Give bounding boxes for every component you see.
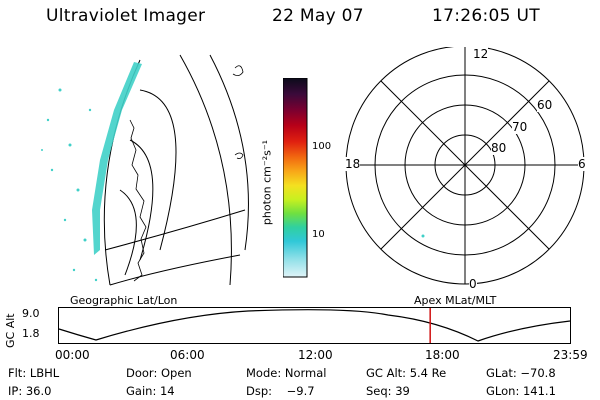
timeline-axis-name: GC Alt [4, 313, 17, 348]
timeline-right-title: Apex MLat/MLT [414, 294, 497, 307]
colorbar-tick-100: 100 [312, 141, 332, 152]
ytick-1.8: 1.8 [22, 327, 40, 340]
color-scale-bar [283, 78, 308, 278]
aurora-oval [41, 62, 142, 282]
time-label: 17:26:05 UT [432, 6, 540, 26]
mlt-label-0: 0 [469, 277, 477, 291]
coastline [234, 152, 244, 159]
mlt-label-12: 12 [473, 47, 489, 61]
status-gain: Gain: 14 [126, 384, 175, 398]
geographic-map [41, 54, 249, 286]
mlt-label-18: 18 [345, 157, 361, 171]
mlt-label-6: 6 [578, 157, 586, 171]
timeline-left-title: Geographic Lat/Lon [70, 294, 178, 307]
status-glat: GLat: −70.8 [486, 366, 556, 380]
colorbar-unit-label: photon cm⁻²s⁻¹ [260, 139, 274, 226]
polar-mlt-plot [345, 47, 585, 285]
meridian-line [179, 54, 232, 286]
meridian-line [209, 54, 249, 251]
latitude-line [104, 209, 246, 251]
aurora-point [421, 234, 425, 238]
status-seq: Seq: 39 [366, 384, 410, 398]
instrument-title: Ultraviolet Imager [46, 6, 206, 26]
latitude-line [119, 189, 137, 276]
status-glon: GLon: 141.1 [486, 384, 556, 398]
lat-label-70: 70 [512, 120, 528, 134]
status-ip: IP: 36.0 [8, 384, 52, 398]
lat-label-80: 80 [491, 141, 507, 155]
latitude-line [109, 254, 241, 286]
coastline [232, 65, 244, 76]
status-dsp: Dsp: −9.7 [246, 384, 315, 398]
xtick-2359: 23:59 [553, 348, 588, 362]
status-mode: Mode: Normal [246, 366, 327, 380]
ytick-9: 9.0 [22, 307, 40, 320]
xtick-1200: 12:00 [298, 348, 333, 362]
status-door: Door: Open [126, 366, 192, 380]
status-gc-alt: GC Alt: 5.4 Re [366, 366, 447, 380]
altitude-timeline [58, 307, 571, 344]
coastline [129, 119, 147, 282]
colorbar-tick-10: 10 [312, 229, 325, 240]
date-label: 22 May 07 [272, 6, 364, 26]
xtick-0600: 06:00 [170, 348, 205, 362]
timeline-frame [58, 307, 571, 344]
status-filter: Flt: LBHL [8, 366, 60, 380]
latitude-line [139, 89, 177, 251]
xtick-0000: 00:00 [55, 348, 90, 362]
xtick-1800: 18:00 [425, 348, 460, 362]
lat-label-60: 60 [537, 98, 553, 112]
altitude-curve [58, 309, 571, 342]
polar-diagonal [380, 80, 550, 250]
